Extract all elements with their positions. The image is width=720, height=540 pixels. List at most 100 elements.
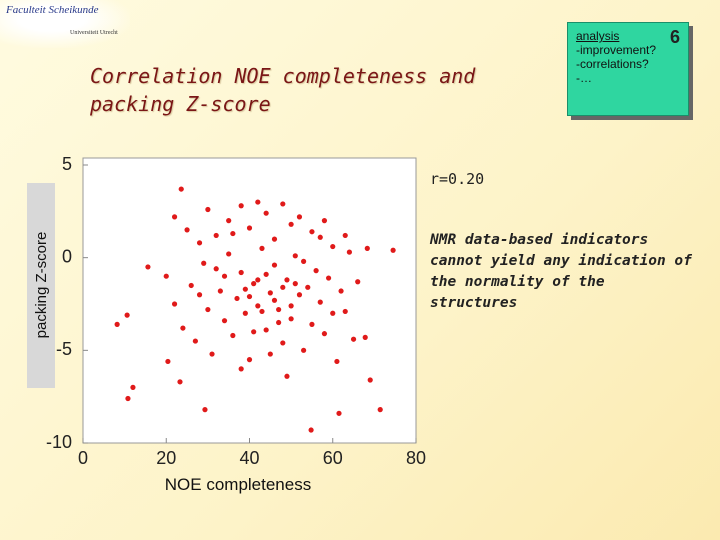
point: [242, 286, 248, 292]
y-tick-label: 5: [62, 154, 72, 174]
y-tick-label: -5: [56, 339, 72, 359]
point: [246, 225, 253, 231]
point: [276, 306, 282, 313]
point: [362, 334, 368, 340]
point: [246, 293, 253, 300]
note-item: -improvement?: [576, 43, 657, 57]
point: [201, 260, 207, 266]
point: [342, 232, 348, 239]
point: [171, 301, 178, 307]
point: [114, 321, 120, 327]
x-tick-label: 0: [78, 448, 88, 468]
point: [308, 427, 314, 433]
ylabel-box: [27, 183, 55, 388]
university: Universiteit Utrecht: [70, 30, 118, 36]
point: [292, 253, 298, 259]
point: [165, 358, 171, 365]
point: [178, 186, 184, 192]
point: [230, 332, 236, 339]
point: [313, 268, 319, 274]
point: [230, 230, 236, 237]
point: [251, 329, 257, 335]
point: [259, 308, 265, 315]
x-tick-label: 80: [406, 448, 426, 468]
point: [350, 336, 357, 342]
point: [325, 275, 332, 281]
point: [321, 218, 328, 224]
point: [213, 266, 219, 272]
point: [163, 273, 169, 279]
point: [296, 292, 303, 298]
annotation: r=0.20: [430, 170, 485, 188]
point: [301, 347, 307, 353]
point: [238, 269, 244, 276]
y-tick-label: -10: [46, 432, 72, 452]
point: [171, 214, 178, 220]
point: [330, 243, 336, 250]
point: [301, 258, 307, 264]
point: [213, 232, 219, 239]
point: [217, 288, 223, 294]
point: [377, 407, 383, 413]
point: [255, 303, 261, 309]
point: [196, 292, 203, 298]
point: [305, 284, 311, 290]
point: [355, 279, 361, 285]
point: [280, 340, 286, 346]
point: [145, 264, 151, 270]
point: [202, 407, 208, 413]
point: [234, 295, 240, 302]
point: [292, 281, 298, 287]
note-box: analysis 6 -improvement? -correlations? …: [567, 22, 689, 116]
point: [259, 245, 265, 251]
point: [221, 273, 228, 279]
y-axis-label: packing Z-score: [33, 232, 50, 339]
x-axis-label: NOE completeness: [165, 475, 311, 494]
point: [226, 218, 232, 224]
point: [130, 384, 136, 390]
point: [184, 227, 190, 233]
point: [205, 206, 211, 213]
point: [242, 310, 248, 316]
point: [209, 351, 215, 357]
point: [390, 247, 396, 253]
point: [321, 331, 328, 337]
point: [338, 288, 344, 294]
point: [267, 290, 273, 296]
point: [330, 310, 336, 316]
point: [367, 377, 373, 383]
x-tick-label: 40: [239, 448, 259, 468]
point: [205, 306, 211, 313]
faculty: Faculteit Scheikunde: [6, 4, 99, 16]
x-tick-label: 20: [156, 448, 176, 468]
point: [309, 321, 315, 327]
point: [180, 325, 186, 331]
point: [364, 245, 370, 251]
note-title: analysis: [576, 29, 620, 43]
point: [226, 251, 232, 257]
logo: Faculteit Scheikunde Universiteit Utrech…: [0, 0, 130, 48]
point: [246, 357, 253, 363]
point: [192, 338, 198, 344]
point: [263, 327, 269, 333]
note-item: -…: [576, 71, 592, 85]
point: [317, 299, 323, 305]
point: [334, 358, 340, 365]
point: [238, 366, 244, 372]
point: [280, 201, 286, 207]
comment: NMR data-based indicators cannot yield a…: [430, 232, 692, 311]
point: [221, 318, 228, 324]
note-number: 6: [669, 27, 680, 47]
point: [296, 214, 303, 220]
point: [125, 395, 131, 402]
x-tick-label: 60: [323, 448, 343, 468]
point: [263, 210, 269, 216]
chart-title: Correlation NOE completeness and packing…: [90, 64, 476, 116]
point: [177, 379, 183, 385]
point: [284, 373, 290, 379]
point: [309, 229, 315, 235]
note-item: -correlations?: [576, 57, 649, 71]
point: [271, 262, 278, 268]
point: [238, 203, 244, 209]
